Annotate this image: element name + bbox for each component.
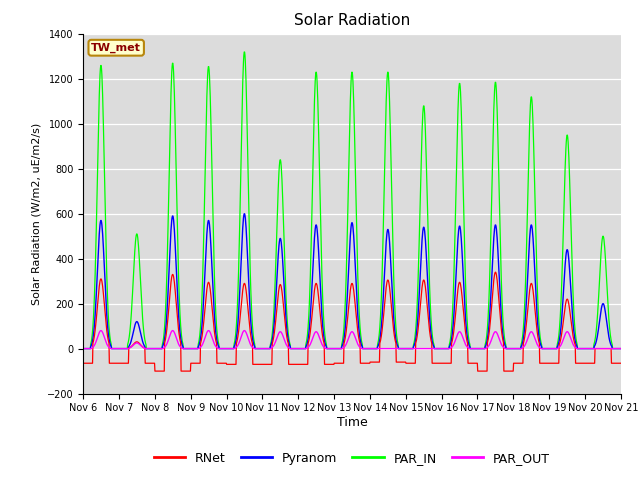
Line: PAR_OUT: PAR_OUT — [83, 331, 621, 348]
Text: TW_met: TW_met — [92, 43, 141, 53]
RNet — [506, 368, 514, 374]
PAR_IN — [554, 341, 561, 347]
Pyranom — [617, 346, 625, 351]
PAR_OUT — [79, 346, 87, 351]
Pyranom — [554, 344, 561, 349]
RNet — [151, 368, 159, 374]
PAR_IN — [259, 346, 267, 351]
X-axis label: Time: Time — [337, 416, 367, 429]
PAR_OUT — [436, 346, 444, 351]
Pyranom — [436, 346, 444, 351]
PAR_OUT — [259, 346, 267, 351]
Pyranom — [199, 312, 207, 318]
Pyranom — [79, 346, 87, 351]
PAR_OUT — [617, 346, 625, 351]
RNet — [79, 360, 87, 366]
Pyranom — [259, 346, 267, 351]
RNet — [199, 325, 207, 331]
Legend: RNet, Pyranom, PAR_IN, PAR_OUT: RNet, Pyranom, PAR_IN, PAR_OUT — [149, 447, 555, 469]
PAR_IN — [436, 346, 444, 351]
RNet — [436, 360, 444, 366]
Pyranom — [506, 346, 514, 351]
Line: PAR_IN: PAR_IN — [83, 52, 621, 348]
RNet — [259, 361, 267, 367]
Pyranom — [186, 346, 193, 351]
PAR_IN — [186, 346, 193, 351]
PAR_OUT — [199, 340, 207, 346]
RNet — [492, 269, 499, 275]
Pyranom — [241, 211, 248, 216]
PAR_IN — [241, 49, 248, 55]
PAR_OUT — [506, 346, 514, 351]
PAR_IN — [79, 346, 87, 351]
Title: Solar Radiation: Solar Radiation — [294, 13, 410, 28]
RNet — [617, 360, 625, 366]
Line: Pyranom: Pyranom — [83, 214, 621, 348]
Y-axis label: Solar Radiation (W/m2, uE/m2/s): Solar Radiation (W/m2, uE/m2/s) — [31, 122, 42, 305]
PAR_OUT — [554, 346, 561, 351]
PAR_IN — [506, 346, 514, 351]
PAR_IN — [199, 271, 207, 277]
Line: RNet: RNet — [83, 272, 621, 371]
RNet — [554, 360, 561, 366]
PAR_OUT — [186, 346, 194, 351]
PAR_IN — [617, 346, 625, 351]
PAR_OUT — [97, 328, 104, 334]
RNet — [186, 368, 194, 374]
